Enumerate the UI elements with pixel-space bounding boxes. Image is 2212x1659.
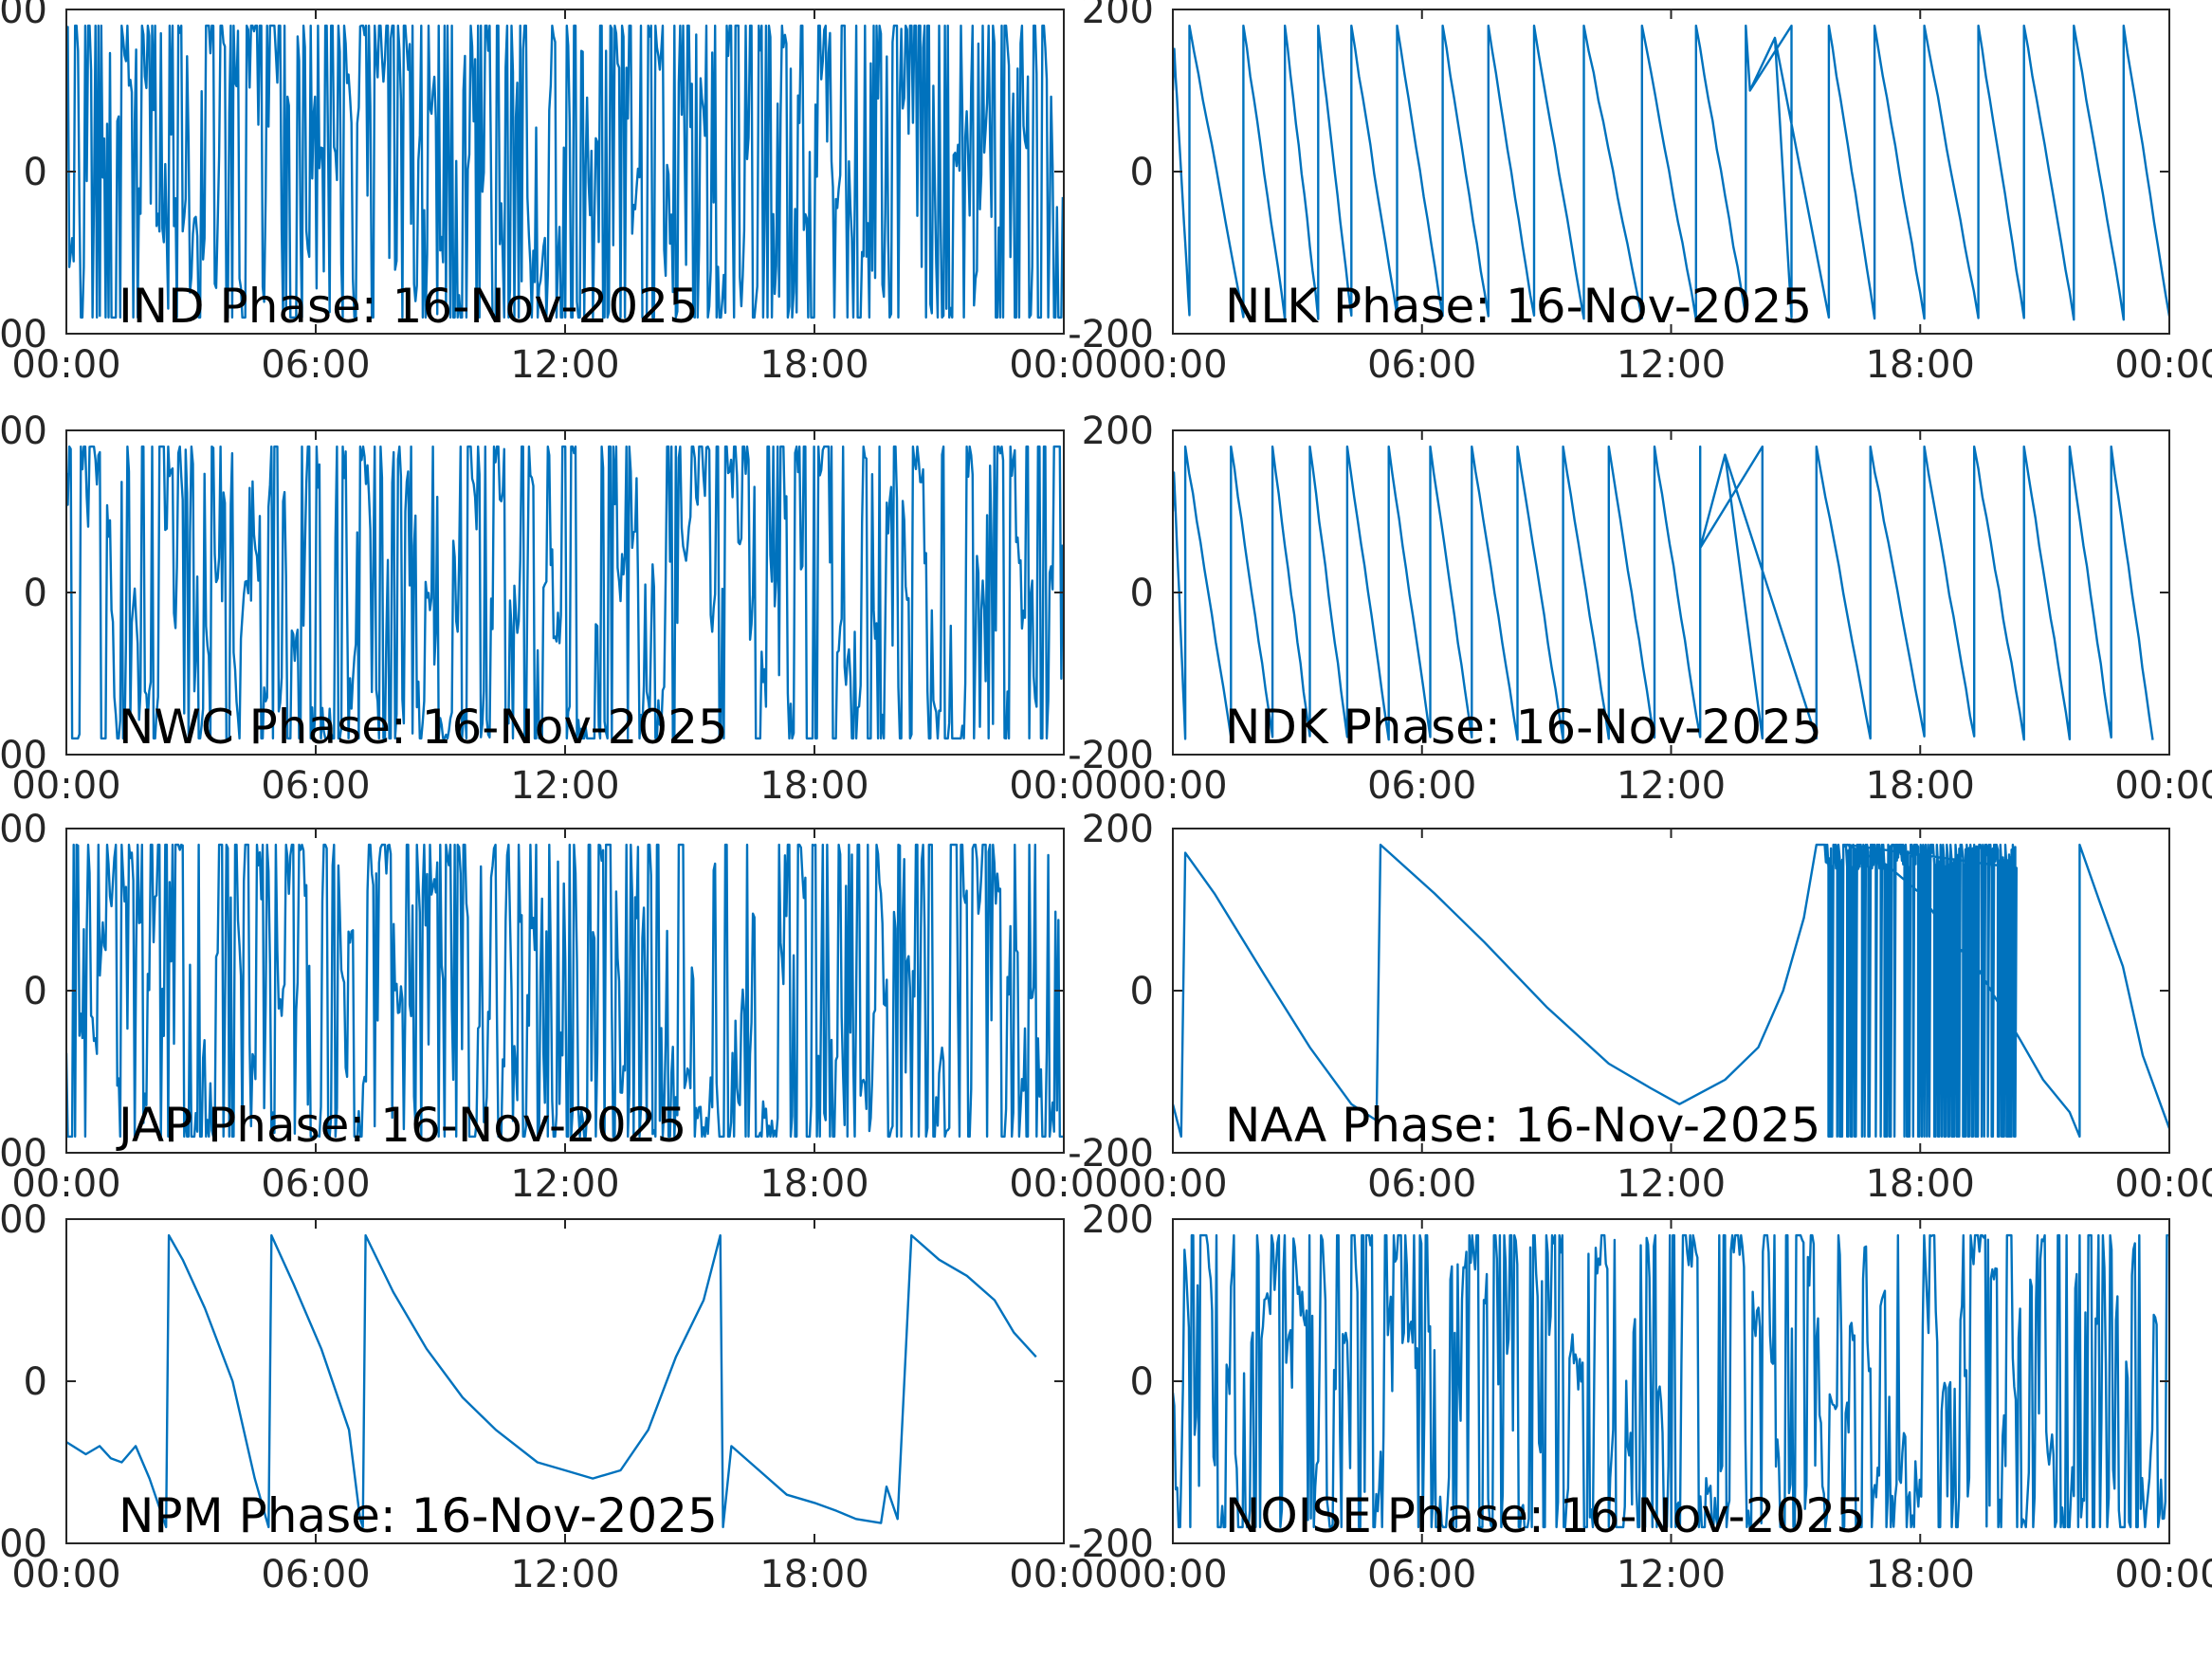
y-tick-label: 200 [0,1198,47,1242]
panel-title: NWC Phase: 16-Nov-2025 [119,700,728,755]
x-tick-label: 18:00 [1866,1162,1975,1206]
x-tick-label: 00:00 [11,1553,120,1596]
phase-series-line [1173,24,2169,321]
x-tick-label: 18:00 [759,343,868,387]
y-tick-label: 200 [0,410,47,453]
panel-2: 00:00 06:00 12:00 18:00 00:00 200 0 -200 NLK Pha… [1068,0,2212,387]
x-tick-label: 06:00 [261,343,370,387]
x-tick-label: 18:00 [759,764,868,808]
y-tick-label: 0 [24,572,47,615]
y-tick-label: 200 [0,0,47,32]
panel-4: 00:00 06:00 12:00 18:00 00:00 200 0 -200 NDK Pha… [1068,410,2212,808]
x-tick-label: 18:00 [759,1553,868,1596]
y-tick-label: -200 [1068,734,1154,777]
x-tick-label: 12:00 [1617,1553,1726,1596]
y-tick-label: -200 [1068,313,1154,356]
x-tick-label: 00:00 [1009,764,1118,808]
x-tick-label: 18:00 [1866,343,1975,387]
y-tick-label: 0 [24,151,47,194]
x-tick-label: 00:00 [2114,1162,2212,1206]
x-tick-label: 00:00 [1118,1162,1227,1206]
phase-series-line [1173,1233,2168,1529]
x-tick-label: 06:00 [1367,1553,1476,1596]
panel-1: 00:00 06:00 12:00 18:00 00:00 200 0 -200 IND Pha… [0,0,1119,387]
x-tick-label: 00:00 [1118,343,1227,387]
x-tick-label: 00:00 [1118,1553,1227,1596]
phase-series-line [1173,843,2169,1139]
x-tick-label: 06:00 [1367,764,1476,808]
x-tick-label: 00:00 [11,1162,120,1206]
y-tick-label: -200 [0,1132,47,1176]
panel-title: NAA Phase: 16-Nov-2025 [1225,1098,1820,1153]
x-tick-label: 12:00 [510,1162,619,1206]
x-tick-label: 18:00 [1866,764,1975,808]
x-tick-label: 12:00 [1617,343,1726,387]
x-tick-label: 06:00 [261,1553,370,1596]
panel-title: IND Phase: 16-Nov-2025 [119,279,699,334]
panel-title: NOISE Phase: 16-Nov-2025 [1225,1488,1866,1543]
y-tick-label: 0 [24,1360,47,1404]
panel-title: JAP Phase: 16-Nov-2025 [116,1098,686,1153]
panel-8: 00:00 06:00 12:00 18:00 00:00 200 0 -200 NOISE P… [1068,1198,2212,1596]
y-tick-label: 200 [0,808,47,851]
y-tick-label: 0 [1130,1360,1154,1404]
panel-title: NLK Phase: 16-Nov-2025 [1225,279,1812,334]
y-tick-label: 0 [1130,572,1154,615]
x-tick-label: 18:00 [759,1162,868,1206]
phase-series-line [66,1233,1037,1529]
x-tick-label: 06:00 [261,764,370,808]
x-tick-label: 12:00 [1617,1162,1726,1206]
x-tick-label: 18:00 [1866,1553,1975,1596]
phase-series-line [66,843,1063,1139]
y-tick-label: 200 [1082,808,1154,851]
y-tick-label: 0 [1130,970,1154,1013]
x-tick-label: 00:00 [11,343,120,387]
panel-3: 00:00 06:00 12:00 18:00 00:00 200 0 -200 NWC Pha… [0,410,1119,808]
panel-title: NPM Phase: 16-Nov-2025 [119,1488,718,1543]
x-tick-label: 00:00 [2114,343,2212,387]
phase-series-line [66,445,1064,740]
y-tick-label: -200 [1068,1132,1154,1176]
panel-6: 00:00 06:00 12:00 18:00 00:00 200 0 -200 NAA Pha… [1068,808,2212,1206]
x-tick-label: 00:00 [1009,343,1118,387]
x-tick-label: 00:00 [2114,1553,2212,1596]
y-tick-label: -200 [0,734,47,777]
x-tick-label: 00:00 [2114,764,2212,808]
y-tick-label: 0 [1130,151,1154,194]
x-tick-label: 00:00 [1118,764,1227,808]
x-tick-label: 00:00 [11,764,120,808]
panel-5: 00:00 06:00 12:00 18:00 00:00 200 0 -200 JAP Pha… [0,808,1119,1206]
y-tick-label: 200 [1082,1198,1154,1242]
phase-series-line [1173,445,2154,741]
x-tick-label: 06:00 [261,1162,370,1206]
y-tick-label: -200 [0,313,47,356]
x-tick-label: 12:00 [510,1553,619,1596]
panel-title: NDK Phase: 16-Nov-2025 [1225,700,1822,755]
panel-7: 00:00 06:00 12:00 18:00 00:00 200 0 -200 NPM Pha… [0,1198,1119,1596]
x-tick-label: 12:00 [510,343,619,387]
phase-series-line [66,24,1064,319]
x-tick-label: 06:00 [1367,1162,1476,1206]
y-tick-label: -200 [0,1522,47,1566]
x-tick-label: 06:00 [1367,343,1476,387]
y-tick-label: -200 [1068,1522,1154,1566]
x-tick-label: 00:00 [1009,1553,1118,1596]
x-tick-label: 12:00 [1617,764,1726,808]
y-tick-label: 0 [24,970,47,1013]
x-tick-label: 00:00 [1009,1162,1118,1206]
y-tick-label: 200 [1082,0,1154,32]
y-tick-label: 200 [1082,410,1154,453]
x-tick-label: 12:00 [510,764,619,808]
